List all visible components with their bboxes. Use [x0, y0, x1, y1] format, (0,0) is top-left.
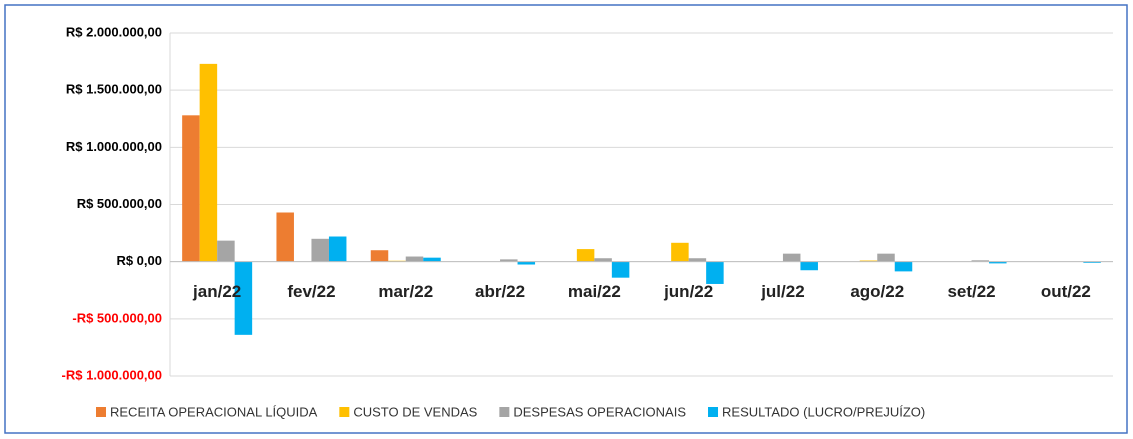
x-tick-label: jun/22: [663, 282, 713, 301]
x-tick-label: ago/22: [850, 282, 904, 301]
bar: [423, 257, 441, 262]
legend-swatch: [339, 407, 350, 417]
x-tick-label: fev/22: [287, 282, 335, 301]
bar: [182, 115, 200, 262]
bar: [706, 261, 724, 284]
y-tick-label: -R$ 1.000.000,00: [62, 367, 162, 382]
bar: [276, 212, 294, 262]
y-tick-label: -R$ 500.000,00: [72, 310, 162, 325]
bar: [989, 261, 1007, 264]
x-tick-label: jul/22: [760, 282, 804, 301]
x-tick-label: set/22: [947, 282, 995, 301]
bar: [311, 238, 329, 262]
bar: [576, 249, 595, 262]
y-tick-label: R$ 2.000.000,00: [66, 24, 162, 39]
bar: [199, 63, 218, 262]
bar: [517, 261, 536, 265]
legend-swatch: [96, 407, 106, 417]
legend-label: CUSTO DE VENDAS: [353, 404, 477, 419]
bar: [611, 261, 630, 278]
legend-swatch: [499, 407, 510, 417]
bar: [859, 260, 878, 262]
bar: [894, 261, 913, 272]
bar: [971, 260, 990, 262]
x-tick-label: mai/22: [568, 282, 621, 301]
legend-label: RESULTADO (LUCRO/PREJUÍZO): [722, 404, 925, 419]
bar: [328, 236, 347, 262]
bar: [217, 240, 235, 262]
bar: [370, 250, 389, 262]
x-tick-label: out/22: [1041, 282, 1091, 301]
bar: [1083, 261, 1101, 263]
bar: [671, 242, 689, 262]
bar: [234, 261, 253, 335]
bar: [405, 256, 424, 262]
legend-swatch: [708, 407, 719, 417]
y-tick-label: R$ 1.000.000,00: [66, 139, 162, 154]
bar: [688, 258, 707, 262]
bar: [500, 259, 518, 262]
y-tick-label: R$ 500.000,00: [77, 196, 162, 211]
x-tick-label: jan/22: [192, 282, 241, 301]
x-tick-label: abr/22: [475, 282, 525, 301]
legend-label: RECEITA OPERACIONAL LÍQUIDA: [110, 404, 318, 419]
bar: [800, 261, 818, 271]
bar: [782, 253, 801, 262]
y-tick-label: R$ 1.500.000,00: [66, 82, 162, 97]
bar: [594, 258, 612, 262]
legend-label: DESPESAS OPERACIONAIS: [513, 404, 686, 419]
x-tick-label: mar/22: [378, 282, 433, 301]
chart-frame: [4, 4, 1128, 434]
y-tick-label: R$ 0,00: [116, 253, 162, 268]
bar: [877, 253, 895, 262]
